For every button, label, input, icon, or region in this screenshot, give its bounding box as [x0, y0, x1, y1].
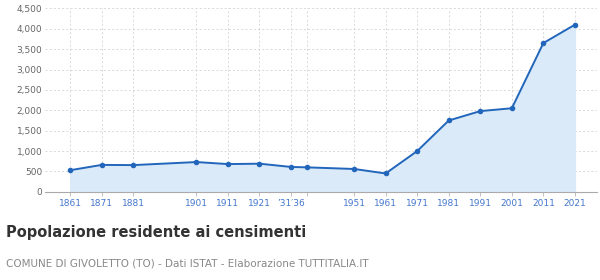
Text: Popolazione residente ai censimenti: Popolazione residente ai censimenti — [6, 225, 306, 241]
Point — [539, 41, 548, 45]
Point — [444, 118, 454, 123]
Point — [570, 22, 580, 27]
Point — [381, 171, 391, 176]
Point — [97, 163, 107, 167]
Point — [302, 165, 311, 170]
Point — [254, 162, 264, 166]
Point — [128, 163, 138, 167]
Point — [65, 168, 75, 172]
Point — [191, 160, 201, 164]
Text: COMUNE DI GIVOLETTO (TO) - Dati ISTAT - Elaborazione TUTTITALIA.IT: COMUNE DI GIVOLETTO (TO) - Dati ISTAT - … — [6, 259, 368, 269]
Point — [286, 165, 296, 169]
Point — [223, 162, 233, 166]
Point — [349, 167, 359, 171]
Point — [475, 109, 485, 113]
Point — [507, 106, 517, 111]
Point — [412, 149, 422, 153]
